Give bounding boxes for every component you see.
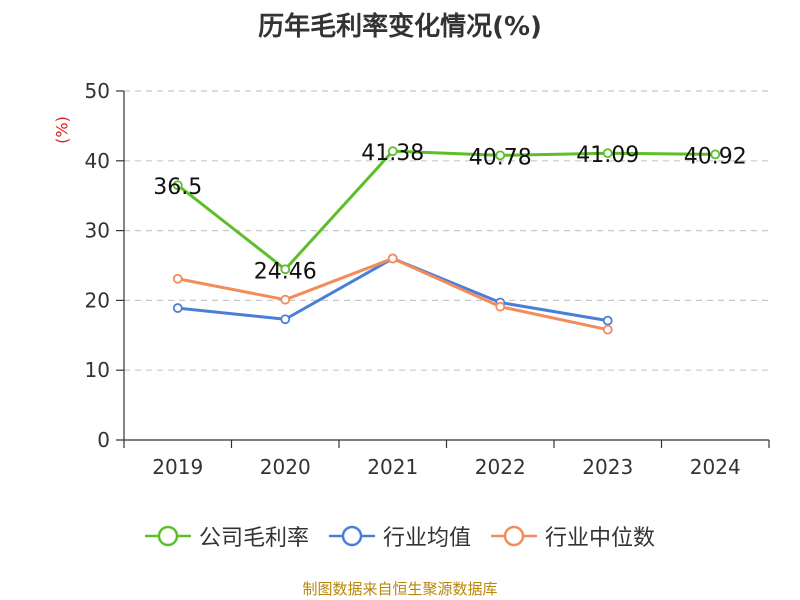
x-tick-label: 2024 <box>690 455 741 479</box>
series-1-point <box>602 315 613 326</box>
series-1-point <box>280 314 291 325</box>
axes: 0 10 20 30 40 50 2019 2020 2021 2022 2023 2024 <box>85 79 770 479</box>
y-axis-label-wrap: (%) <box>46 110 78 150</box>
data-label: 40.92 <box>684 144 747 169</box>
data-labels: 36.5 24.46 41.38 40.78 41.09 40.92 <box>153 141 746 284</box>
data-label: 40.78 <box>469 145 532 170</box>
series-line-1 <box>177 257 608 323</box>
legend-item-industry-mean[interactable]: 行业均值 <box>328 520 471 552</box>
x-tick-label: 2020 <box>260 455 311 479</box>
legend: 公司毛利率 行业均值 行业中位数 <box>0 518 800 554</box>
data-label: 36.5 <box>153 175 202 200</box>
series-0-point <box>602 148 613 159</box>
series-line-0 <box>176 149 716 271</box>
y-tick-label: 20 <box>85 288 110 312</box>
y-tick-label: 50 <box>85 79 110 103</box>
grid-lines <box>124 90 769 371</box>
legend-item-industry-median[interactable]: 行业中位数 <box>491 520 655 552</box>
legend-label-industry-mean: 行业均值 <box>382 526 471 551</box>
data-label: 41.09 <box>576 143 639 168</box>
series-lines <box>172 146 721 335</box>
series-2-point <box>280 294 291 305</box>
x-tick-label: 2021 <box>367 455 418 479</box>
y-tick-label: 30 <box>85 219 110 243</box>
y-axis-label: (%) <box>52 116 72 144</box>
x-tick-label: 2022 <box>475 455 526 479</box>
series-0-point <box>387 146 398 157</box>
y-tick-label: 10 <box>85 358 110 382</box>
series-0-point <box>172 180 183 191</box>
y-tick-label: 40 <box>85 149 110 173</box>
series-line-2 <box>177 257 609 332</box>
legend-item-company[interactable]: 公司毛利率 <box>144 520 309 552</box>
x-tick-label: 2019 <box>152 455 203 479</box>
legend-label-company: 公司毛利率 <box>198 526 309 551</box>
series-2-point <box>495 301 506 312</box>
series-1-point <box>172 303 183 313</box>
series-0-point <box>280 264 291 275</box>
legend-symbol-industry-median <box>491 525 537 547</box>
series-2-point <box>387 253 398 264</box>
series-2-point <box>172 273 183 284</box>
x-tick-label: 2023 <box>582 455 633 479</box>
series-2-point <box>602 324 613 335</box>
y-tick-label: 0 <box>97 428 110 452</box>
data-label: 24.46 <box>254 259 317 284</box>
source-note: 制图数据来自恒生聚源数据库 <box>302 580 498 598</box>
chart-title: 历年毛利率变化情况(%) <box>258 12 542 42</box>
data-label: 41.38 <box>361 141 424 166</box>
legend-symbol-industry-mean <box>328 525 375 547</box>
legend-label-industry-median: 行业中位数 <box>545 526 656 551</box>
series-0-point <box>710 149 721 160</box>
legend-symbol-company <box>144 525 191 547</box>
series-0-point <box>495 150 506 161</box>
